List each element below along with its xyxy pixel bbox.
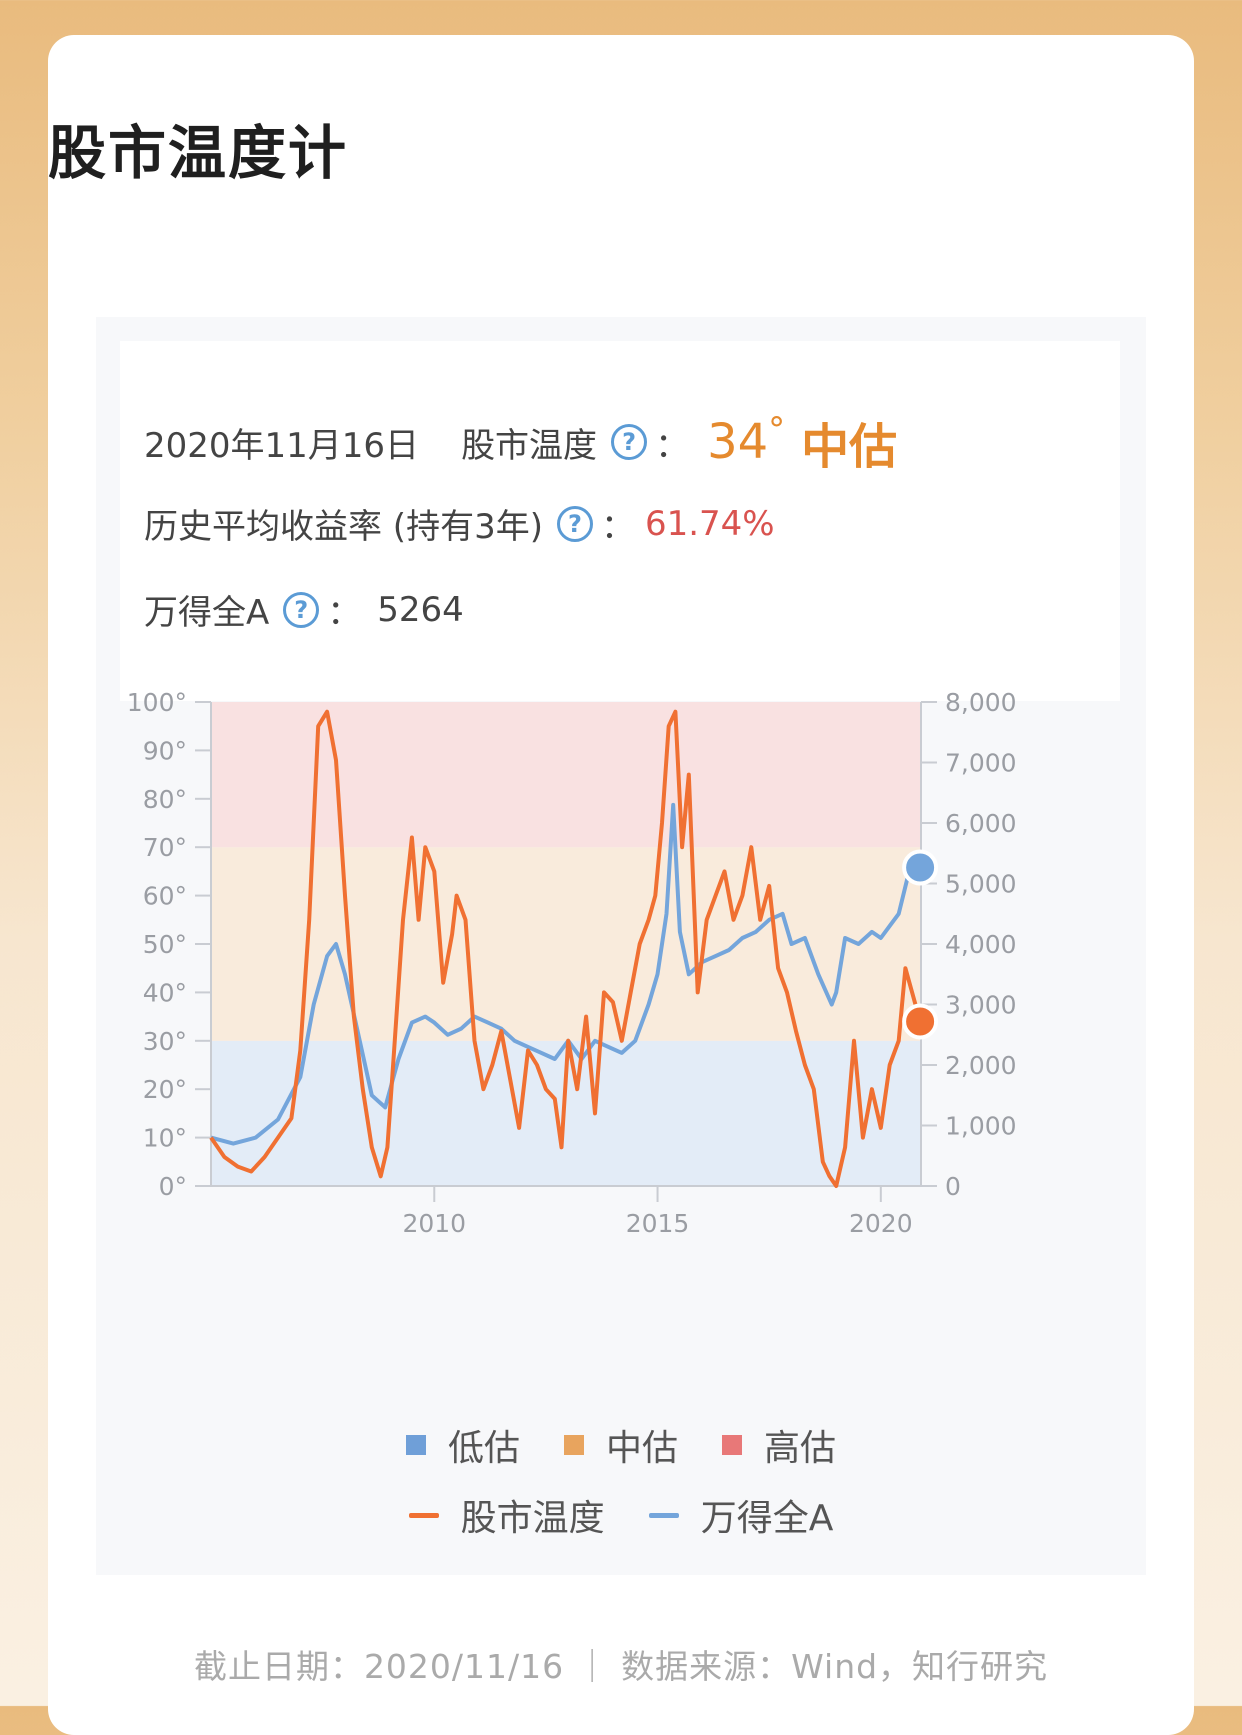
y-left-tick-label: 90°	[143, 736, 187, 765]
return-value: 61.74%	[644, 503, 775, 544]
help-icon[interactable]: ?	[283, 591, 320, 628]
legend-swatch	[563, 1435, 584, 1455]
help-icon[interactable]: ?	[556, 505, 593, 542]
chart-panel: 2020年11月16日 股市温度 ? ： 34 ° 中估 历史平均收益率 (持有…	[96, 317, 1146, 1575]
index-row: 万得全A ? ： 5264	[144, 585, 464, 634]
footer-note: 截止日期：2020/11/16 ｜ 数据来源：Wind，知行研究	[193, 1647, 1049, 1686]
valuation-level: 中估	[801, 419, 898, 475]
y-left-tick-label: 60°	[143, 882, 187, 911]
legend-label: 万得全A	[700, 1498, 834, 1539]
y-left-tick-label: 30°	[143, 1027, 187, 1056]
temperature-row: 2020年11月16日 股市温度 ? ： 34 ° 中估	[144, 407, 897, 477]
legend-item-low[interactable]: 低估	[405, 1419, 520, 1471]
legend-label: 低估	[447, 1428, 520, 1469]
date-text: 2020年11月16日	[144, 425, 420, 466]
index-end-marker	[902, 849, 939, 886]
legend-swatch	[648, 1512, 679, 1518]
y-right-tick-label: 0	[945, 1172, 961, 1201]
x-tick-label: 2015	[626, 1209, 690, 1238]
legend-swatch	[405, 1435, 426, 1455]
y-right-tick-label: 8,000	[945, 688, 1017, 717]
legend-label: 股市温度	[460, 1498, 605, 1539]
y-left-tick-label: 70°	[143, 833, 187, 862]
series-legend: 股市温度 万得全A	[96, 1489, 1146, 1541]
legend-swatch	[722, 1435, 742, 1455]
temperature-series-line	[209, 709, 923, 1188]
degree-symbol: °	[768, 410, 786, 450]
help-icon[interactable]: ?	[611, 424, 648, 460]
colon: ：	[655, 425, 690, 466]
colon: ：	[600, 507, 635, 547]
y-right-tick-label: 6,000	[945, 809, 1017, 838]
colon: ：	[327, 593, 362, 633]
x-tick-label: 2010	[402, 1209, 466, 1238]
y-right-tick-label: 4,000	[945, 930, 1017, 959]
temperature-label: 股市温度	[461, 425, 598, 466]
temperature-chart[interactable]: 0° 10° 20° 30° 40° 50° 60° 70° 80° 90° 100° 0 1,000 2…	[96, 317, 1146, 1417]
y-right-tick-label: 7,000	[945, 749, 1017, 778]
legend-item-high[interactable]: 高估	[722, 1419, 836, 1471]
y-right-tick-label: 1,000	[945, 1112, 1017, 1141]
y-left-tick-label: 50°	[143, 930, 187, 959]
legend-label: 中估	[605, 1428, 678, 1469]
zone-legend: 低估 中估 高估	[96, 1419, 1146, 1471]
return-label: 历史平均收益率 (持有3年)	[144, 507, 543, 547]
y-left-tick-label: 20°	[143, 1075, 187, 1104]
x-tick-label: 2020	[849, 1209, 913, 1238]
temperature-end-marker	[902, 1003, 939, 1040]
y-left-tick-label: 0°	[159, 1172, 187, 1201]
legend-label: 高估	[764, 1428, 837, 1469]
legend-item-temperature[interactable]: 股市温度	[408, 1489, 605, 1541]
legend-swatch	[408, 1512, 439, 1518]
y-left-tick-label: 10°	[143, 1124, 187, 1153]
y-left-tick-label: 80°	[143, 785, 187, 814]
index-label: 万得全A	[144, 593, 270, 633]
y-left-tick-label: 100°	[127, 688, 187, 717]
info-box: 2020年11月16日 股市温度 ? ： 34 ° 中估 历史平均收益率 (持有…	[120, 341, 1120, 701]
y-right-tick-label: 3,000	[945, 991, 1017, 1020]
y-left-tick-label: 40°	[143, 978, 187, 1007]
index-series-line	[210, 802, 922, 1146]
zone-band	[211, 847, 921, 1041]
y-right-tick-label: 5,000	[945, 870, 1017, 899]
return-row: 历史平均收益率 (持有3年) ? ： 61.74%	[144, 499, 775, 548]
legend-item-mid[interactable]: 中估	[563, 1419, 678, 1471]
temperature-value: 34	[707, 414, 769, 470]
index-value: 5264	[377, 589, 464, 630]
page-title: 股市温度计	[48, 119, 349, 187]
legend-item-index[interactable]: 万得全A	[648, 1489, 834, 1541]
y-right-tick-label: 2,000	[945, 1051, 1017, 1080]
